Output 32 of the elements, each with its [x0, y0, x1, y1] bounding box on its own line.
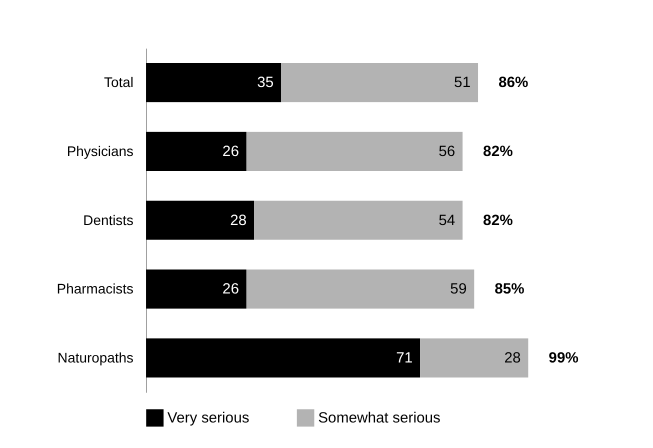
bar	[281, 63, 478, 102]
data-label: 28	[504, 350, 521, 367]
data-label: 54	[438, 212, 456, 229]
total-label: 85%	[494, 282, 524, 298]
legend-label: Very serious	[167, 410, 250, 427]
legend-label: Somewhat serious	[318, 410, 441, 427]
bar	[246, 270, 474, 309]
bar	[420, 338, 528, 378]
total-label: 86%	[498, 75, 528, 92]
y-tick-label: Naturopaths	[58, 350, 134, 366]
data-label: 71	[396, 350, 413, 367]
data-label: 28	[230, 212, 247, 229]
y-tick-label: Dentists	[83, 212, 134, 228]
data-label: 26	[222, 144, 239, 160]
bar	[146, 132, 246, 171]
data-label: 59	[450, 282, 467, 298]
bar	[146, 338, 420, 378]
data-label: 56	[438, 144, 456, 160]
bar	[146, 200, 254, 240]
bar	[246, 132, 463, 171]
y-tick-label: Total	[104, 74, 134, 90]
y-tick-label: Pharmacists	[56, 280, 134, 297]
total-label: 99%	[548, 350, 578, 367]
data-label: 26	[222, 282, 239, 298]
total-label: 82%	[483, 212, 513, 229]
bar	[146, 270, 246, 309]
y-tick-label: Physicians	[66, 143, 134, 160]
data-label: 51	[454, 75, 471, 92]
total-label: 82%	[483, 144, 513, 160]
bar	[254, 200, 463, 240]
bar	[146, 63, 282, 102]
data-label: 35	[257, 75, 274, 92]
